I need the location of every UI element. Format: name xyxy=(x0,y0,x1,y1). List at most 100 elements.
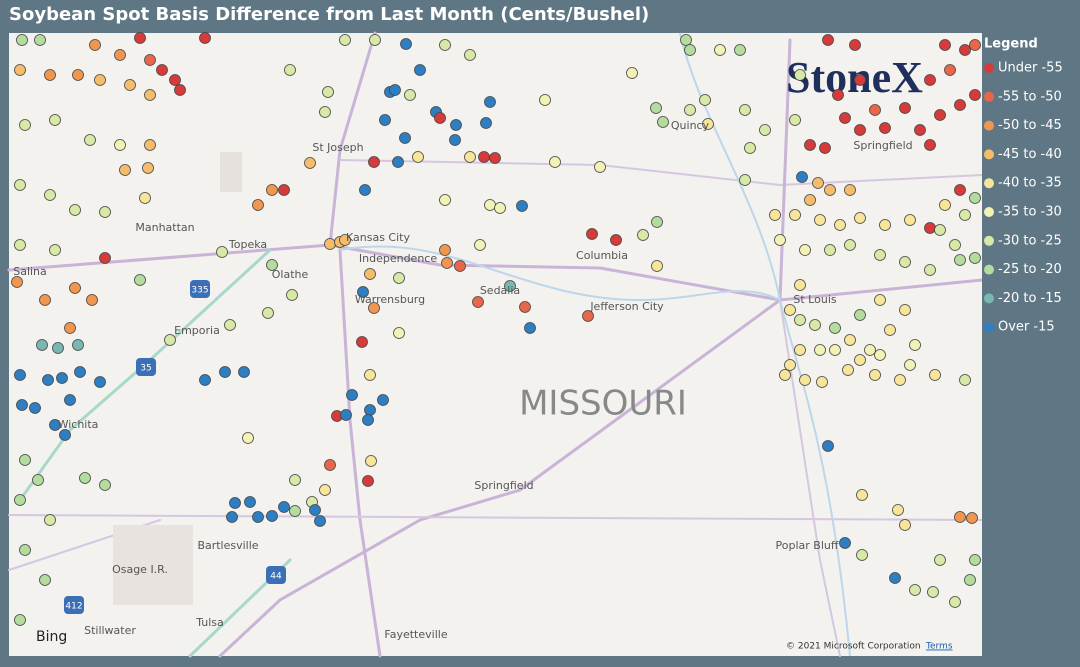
site-dot xyxy=(794,314,806,326)
site-dot xyxy=(14,614,26,626)
city-label: Stillwater xyxy=(84,624,136,637)
terms-link[interactable]: Terms xyxy=(925,642,953,652)
site-dot xyxy=(784,359,796,371)
site-dot xyxy=(39,574,51,586)
city-label: Jefferson City xyxy=(589,300,664,313)
site-dot xyxy=(139,192,151,204)
legend-swatch xyxy=(984,264,994,275)
site-dot xyxy=(49,244,61,256)
site-dot xyxy=(929,369,941,381)
legend-swatch xyxy=(984,207,994,217)
legend-swatch xyxy=(984,235,994,246)
site-dot xyxy=(359,184,371,196)
site-dot xyxy=(924,74,936,86)
site-dot xyxy=(899,304,911,316)
site-dot xyxy=(52,342,64,354)
site-dot xyxy=(934,224,946,236)
site-dot xyxy=(252,199,264,211)
site-dot xyxy=(439,244,451,256)
legend-label: -30 to -25 xyxy=(998,233,1062,248)
site-dot xyxy=(854,124,866,136)
site-dot xyxy=(434,112,446,124)
site-dot xyxy=(869,369,881,381)
site-dot xyxy=(784,304,796,316)
site-dot xyxy=(340,409,352,421)
site-dot xyxy=(289,505,301,517)
site-dot xyxy=(964,574,976,586)
shield-number: 35 xyxy=(140,364,151,374)
city-label: Springfield xyxy=(853,139,912,152)
site-dot xyxy=(949,239,961,251)
shield-number: 335 xyxy=(191,286,208,296)
site-dot xyxy=(59,429,71,441)
site-dot xyxy=(954,99,966,111)
site-dot xyxy=(832,89,844,101)
site-dot xyxy=(874,349,886,361)
site-dot xyxy=(229,497,241,509)
site-dot xyxy=(854,354,866,366)
site-dot xyxy=(393,327,405,339)
site-dot xyxy=(392,156,404,168)
site-dot xyxy=(844,184,856,196)
legend-swatch xyxy=(984,178,994,189)
site-dot xyxy=(124,79,136,91)
interstate-shield xyxy=(190,280,210,298)
site-dot xyxy=(379,114,391,126)
site-dot xyxy=(789,114,801,126)
site-dot xyxy=(49,114,61,126)
city-label: St Joseph xyxy=(312,141,363,154)
site-dot xyxy=(954,184,966,196)
site-dot xyxy=(412,151,424,163)
site-dot xyxy=(684,44,696,56)
interstate-shield xyxy=(64,596,84,614)
site-dot xyxy=(19,454,31,466)
legend-swatch xyxy=(984,322,994,333)
state-label: MISSOURI xyxy=(519,384,687,424)
site-dot xyxy=(969,252,981,264)
site-dot xyxy=(169,74,181,86)
site-dot xyxy=(39,294,51,306)
site-dot xyxy=(36,339,48,351)
site-dot xyxy=(819,142,831,154)
site-dot xyxy=(899,256,911,268)
site-dot xyxy=(586,228,598,240)
city-label: Columbia xyxy=(576,249,628,262)
site-dot xyxy=(44,189,56,201)
site-dot xyxy=(594,161,606,173)
site-dot xyxy=(84,134,96,146)
site-dot xyxy=(899,519,911,531)
site-dot xyxy=(854,212,866,224)
site-dot xyxy=(64,322,76,334)
site-dot xyxy=(959,44,971,56)
site-dot xyxy=(16,34,28,46)
site-dot xyxy=(99,479,111,491)
site-dot xyxy=(99,206,111,218)
site-dot xyxy=(927,586,939,598)
interstate-shield xyxy=(136,358,156,376)
site-dot xyxy=(439,194,451,206)
site-dot xyxy=(814,344,826,356)
site-dot xyxy=(854,309,866,321)
site-dot xyxy=(224,319,236,331)
site-dot xyxy=(969,554,981,566)
legend-label: -45 to -40 xyxy=(998,147,1062,162)
legend-label: -50 to -45 xyxy=(998,118,1062,133)
site-dot xyxy=(319,484,331,496)
site-dot xyxy=(504,280,516,292)
site-dot xyxy=(439,39,451,51)
legend-title: Legend xyxy=(984,37,1038,52)
site-dot xyxy=(759,124,771,136)
site-dot xyxy=(909,339,921,351)
site-dot xyxy=(346,389,358,401)
site-dot xyxy=(844,239,856,251)
city-label: Fayetteville xyxy=(384,628,447,641)
site-dot xyxy=(364,369,376,381)
site-dot xyxy=(626,67,638,79)
logo: StoneX xyxy=(786,53,923,102)
site-dot xyxy=(904,214,916,226)
site-dot xyxy=(774,234,786,246)
site-dot xyxy=(216,246,228,258)
site-dot xyxy=(657,116,669,128)
site-dot xyxy=(856,489,868,501)
